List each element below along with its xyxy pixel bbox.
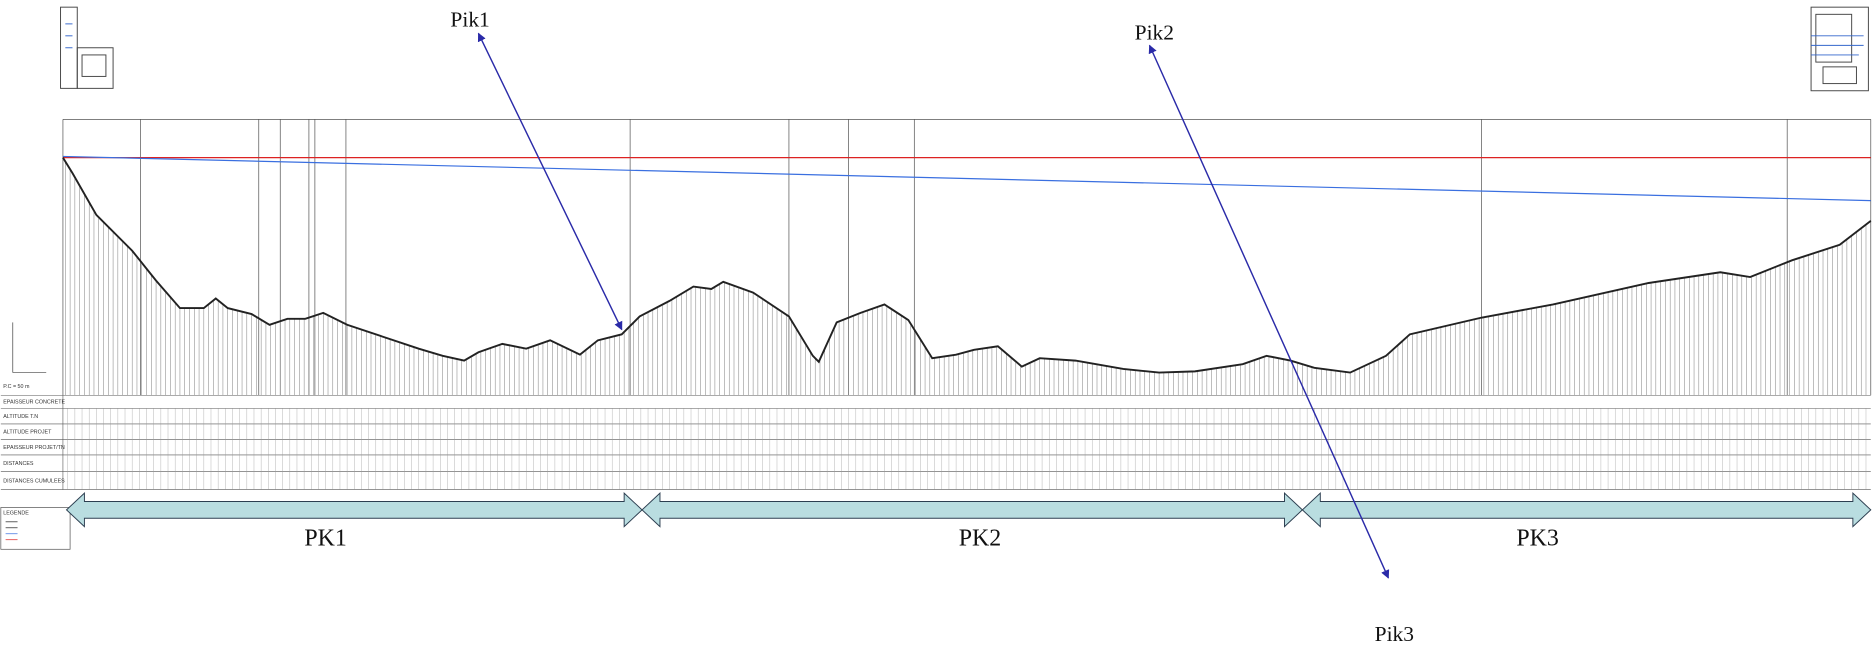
annotation-label: Pik3 xyxy=(1375,622,1414,646)
building-left xyxy=(61,7,114,88)
terrain-profile xyxy=(63,158,1871,373)
blue-project-line xyxy=(63,156,1871,200)
scale-label: P.C = 50 m xyxy=(3,384,30,390)
page: {"annotations": [{"label": "Pik1"}, {"la… xyxy=(0,0,1874,646)
data-table: EPAISSEUR CONCRETE ALTITUDE T.N ALTITUDE P… xyxy=(1,395,1871,489)
row-label: DISTANCES CUMULEES xyxy=(3,478,65,484)
section-label: PK1 xyxy=(304,526,346,552)
section-arrow xyxy=(1302,493,1870,526)
row-label: ALTITUDE PROJET xyxy=(3,429,52,435)
pointer-line xyxy=(1150,45,1389,578)
section-arrow xyxy=(67,493,643,526)
section-arrows xyxy=(67,493,1871,526)
section-label: PK3 xyxy=(1516,526,1558,552)
section-label: PK2 xyxy=(959,526,1001,552)
legend-title: LEGENDE xyxy=(3,511,29,517)
legend: LEGENDE xyxy=(1,507,70,549)
row-label: DISTANCES xyxy=(3,461,34,467)
profile-drawing: EPAISSEUR CONCRETE ALTITUDE T.N ALTITUDE P… xyxy=(0,0,1874,646)
terrain-hatching xyxy=(65,162,1866,396)
pointer-line xyxy=(478,33,621,329)
annotation-label: Pik1 xyxy=(450,7,489,31)
building-right xyxy=(1811,7,1868,91)
section-arrow xyxy=(642,493,1302,526)
row-label: EPAISSEUR CONCRETE xyxy=(3,400,65,406)
row-label: ALTITUDE T.N xyxy=(3,414,38,420)
profile-frame xyxy=(63,119,1871,395)
row-label: EPAISSEUR PROJET/TN xyxy=(3,445,65,451)
annotation-label: Pik2 xyxy=(1135,20,1174,44)
